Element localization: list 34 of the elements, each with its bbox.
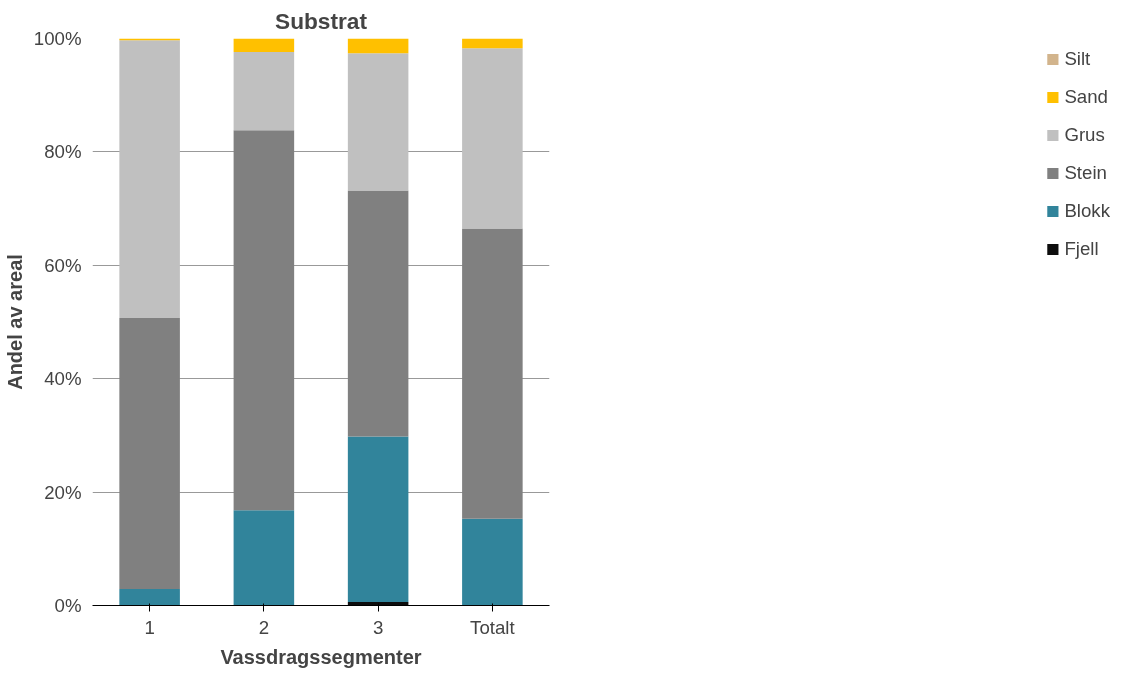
legend-label: Silt (1064, 48, 1091, 70)
legend-label: Stein (1064, 162, 1107, 184)
x-tick-label: 3 (372, 616, 384, 638)
bar (233, 510, 295, 606)
bar (462, 518, 523, 606)
bar (119, 318, 180, 590)
bar (347, 436, 409, 603)
bar (233, 130, 295, 511)
x-axis-title: Vassdragssegmenter (220, 645, 422, 668)
bar (233, 52, 295, 131)
y-axis-title: Andel av areal (3, 254, 26, 390)
legend-label: Sand (1064, 86, 1108, 108)
x-tick-label: Totalt (470, 616, 516, 638)
bar (347, 190, 409, 437)
legend-label: Fjell (1064, 238, 1099, 260)
y-tick-label: 40% (44, 368, 82, 390)
bar (462, 48, 523, 229)
chart-title: Substrat (275, 7, 368, 34)
x-tick-label: 2 (258, 616, 270, 638)
bar (233, 38, 295, 53)
y-tick-label: 60% (44, 254, 82, 276)
bar (462, 228, 523, 519)
legend-label: Grus (1064, 124, 1105, 146)
bar (347, 38, 409, 54)
y-tick-label: 0% (54, 595, 82, 616)
bar (119, 589, 180, 606)
bar (462, 38, 523, 49)
y-tick-label: 20% (44, 481, 82, 503)
y-tick-label: 100% (33, 28, 82, 49)
legend-label: Blokk (1064, 200, 1110, 222)
bar (347, 53, 409, 191)
x-tick-label: 1 (144, 616, 155, 638)
bar (119, 40, 180, 319)
y-tick-label: 80% (44, 141, 82, 163)
